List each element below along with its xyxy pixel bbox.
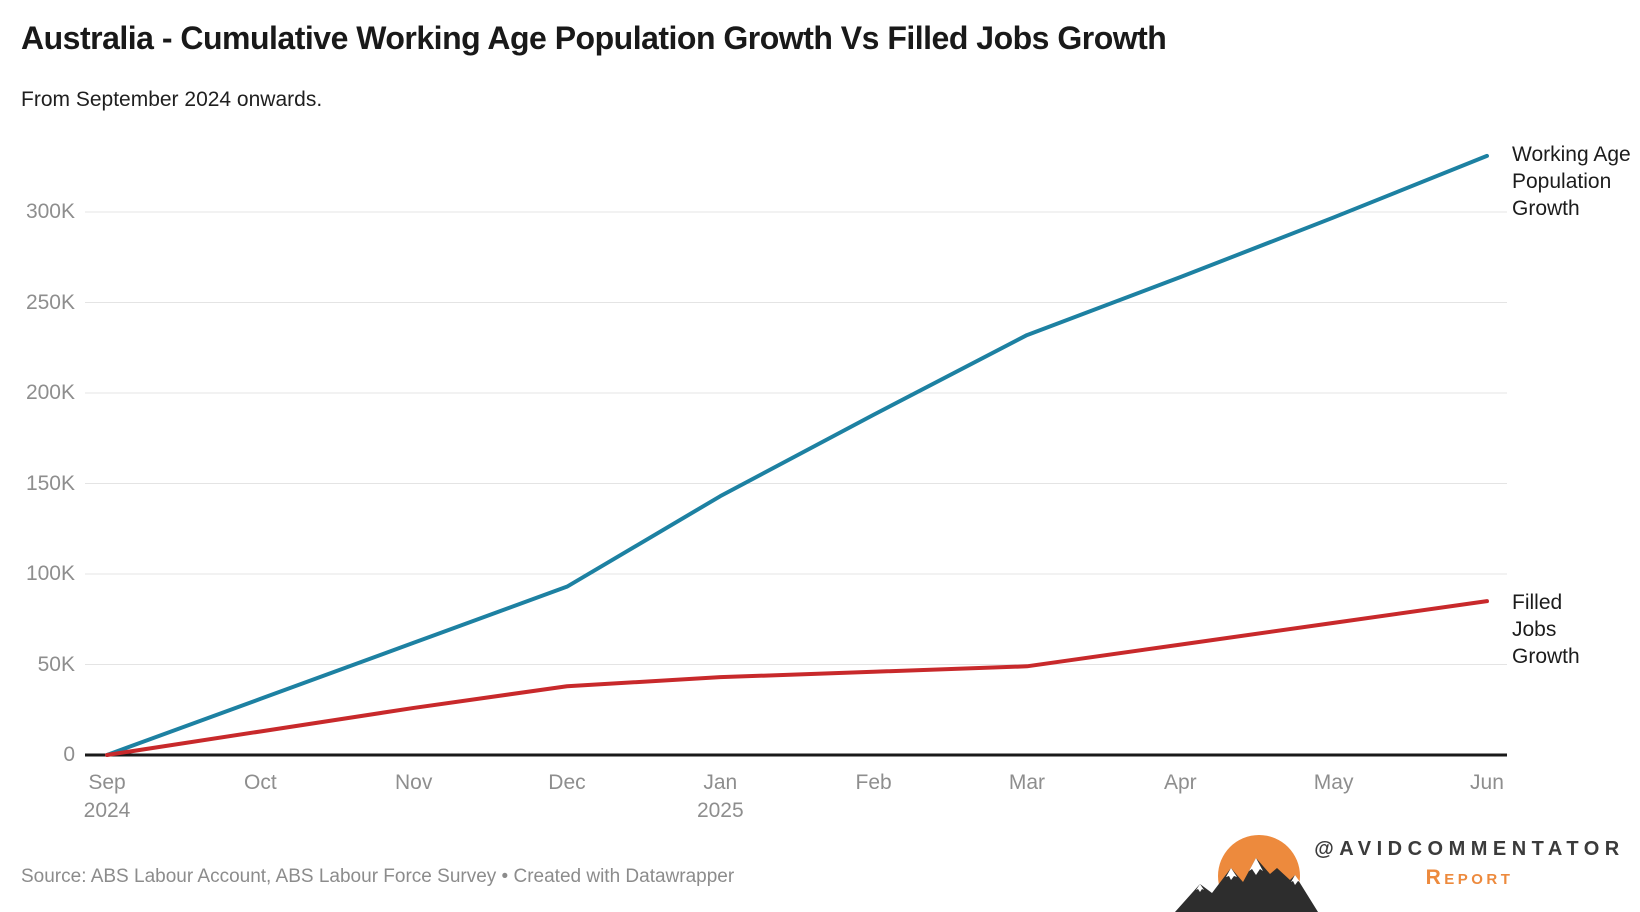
x-tick-year-label: 2024 xyxy=(83,799,131,822)
y-tick-label: 250K xyxy=(25,290,75,314)
x-tick-label: May xyxy=(1313,771,1354,794)
x-tick-label: Nov xyxy=(394,771,433,794)
series-label-filled-jobs-growth: Filled Jobs Growth xyxy=(1512,591,1580,668)
x-tick-label: Dec xyxy=(548,771,586,794)
x-tick-label: Apr xyxy=(1163,771,1197,794)
x-tick-label: Mar xyxy=(1008,771,1046,794)
page-title: Australia - Cumulative Working Age Popul… xyxy=(21,20,1167,56)
y-tick-label: 50K xyxy=(37,652,75,676)
series-line-filled-jobs-growth[interactable] xyxy=(105,599,1489,757)
y-tick-label: 100K xyxy=(25,562,75,585)
source-attribution: Source: ABS Labour Account, ABS Labour F… xyxy=(21,866,735,887)
y-tick-label: 150K xyxy=(25,471,75,495)
x-tick-label: Jan xyxy=(703,771,738,794)
sun-mountains-logo-icon xyxy=(1175,835,1318,912)
brand-handle: @AVIDCOMMENTATOR xyxy=(1314,838,1625,860)
gridlines xyxy=(85,211,1507,757)
x-tick-label: Feb xyxy=(855,771,892,794)
y-tick-label: 0 xyxy=(63,743,75,766)
series-lines xyxy=(105,153,1489,757)
page-subtitle: From September 2024 onwards. xyxy=(21,88,323,111)
x-tick-year-label: 2025 xyxy=(696,799,744,822)
y-tick-label: 200K xyxy=(25,381,75,404)
y-tick-label: 300K xyxy=(25,200,75,223)
x-tick-label: Oct xyxy=(243,771,277,794)
series-line-working-age-population-growth[interactable] xyxy=(105,153,1489,757)
x-tick-label: Sep xyxy=(88,771,126,794)
x-tick-label: Jun xyxy=(1470,771,1504,794)
series-label-working-age-population-growth: Working Age Population Growth xyxy=(1512,143,1631,220)
brand-wordmark: Report xyxy=(1425,866,1514,889)
